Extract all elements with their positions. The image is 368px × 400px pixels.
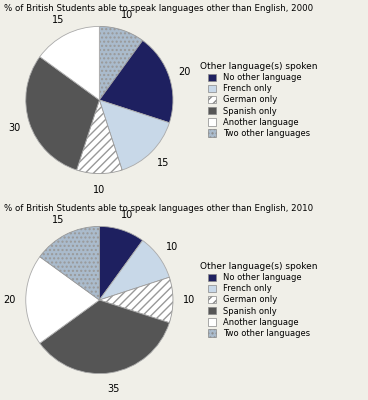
- Text: 20: 20: [3, 295, 16, 305]
- Legend: No other language, French only, German only, Spanish only, Another language, Two: No other language, French only, German o…: [199, 262, 318, 338]
- Wedge shape: [99, 240, 169, 300]
- Text: 35: 35: [107, 384, 120, 394]
- Wedge shape: [40, 226, 99, 300]
- Text: % of British Students able to speak languages other than English, 2000: % of British Students able to speak lang…: [4, 4, 313, 13]
- Wedge shape: [99, 100, 169, 170]
- Text: 30: 30: [8, 123, 20, 133]
- Wedge shape: [99, 26, 143, 100]
- Wedge shape: [99, 226, 143, 300]
- Wedge shape: [40, 26, 99, 100]
- Wedge shape: [99, 277, 173, 323]
- Text: % of British Students able to speak languages other than English, 2010: % of British Students able to speak lang…: [4, 204, 313, 213]
- Text: 15: 15: [157, 158, 169, 168]
- Wedge shape: [40, 300, 169, 374]
- Text: 10: 10: [93, 185, 106, 195]
- Text: 10: 10: [121, 210, 133, 220]
- Text: 10: 10: [166, 242, 178, 252]
- Text: 10: 10: [121, 10, 133, 20]
- Text: 10: 10: [183, 295, 195, 305]
- Text: 15: 15: [52, 15, 65, 25]
- Wedge shape: [99, 40, 173, 123]
- Text: 20: 20: [178, 67, 191, 77]
- Wedge shape: [26, 257, 99, 343]
- Text: 15: 15: [52, 215, 65, 225]
- Legend: No other language, French only, German only, Spanish only, Another language, Two: No other language, French only, German o…: [199, 62, 318, 138]
- Wedge shape: [26, 57, 99, 170]
- Wedge shape: [77, 100, 122, 174]
